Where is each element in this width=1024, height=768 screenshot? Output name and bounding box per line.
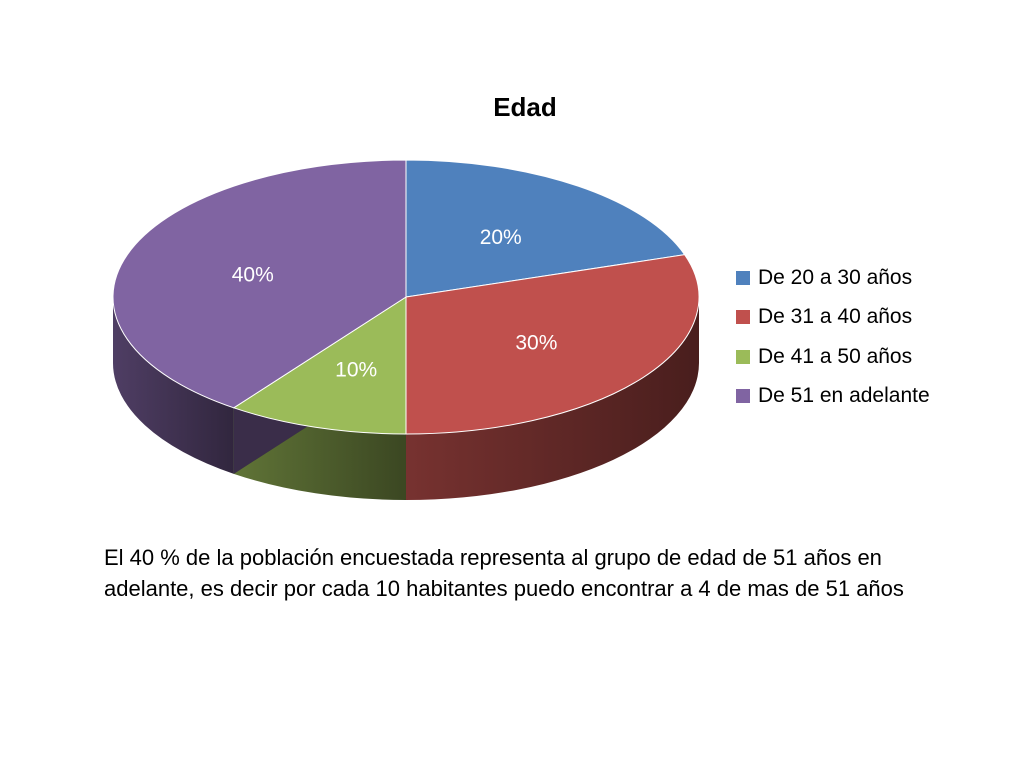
data-label: 40% [232,264,274,287]
pie-slice [232,296,407,435]
legend: De 20 a 30 años De 31 a 40 años De 41 a … [736,258,930,416]
legend-swatch [736,389,750,404]
legend-swatch [736,349,750,364]
data-label: 10% [335,359,377,382]
legend-label: De 51 en adelante [758,384,930,408]
pie-slice [112,159,407,409]
legend-label: De 31 a 40 años [758,305,913,329]
data-label: 30% [515,331,557,354]
legend-swatch [736,310,750,325]
pie-slice [405,159,686,298]
pie-slice-side [406,297,699,500]
legend-item: De 20 a 30 años [736,258,930,298]
chart-title: Edad [493,92,557,122]
legend-label: De 20 a 30 años [758,265,913,289]
pie-slice [405,254,700,435]
caption-text: El 40 % de la población encuestada repre… [104,545,904,601]
legend-swatch [736,270,750,285]
data-label: 20% [480,226,522,249]
legend-label: De 41 a 50 años [758,344,913,368]
legend-item: De 31 a 40 años [736,298,930,338]
legend-item: De 51 en adelante [736,377,930,417]
pie-slice-side [112,297,234,474]
legend-item: De 41 a 50 años [736,337,930,377]
